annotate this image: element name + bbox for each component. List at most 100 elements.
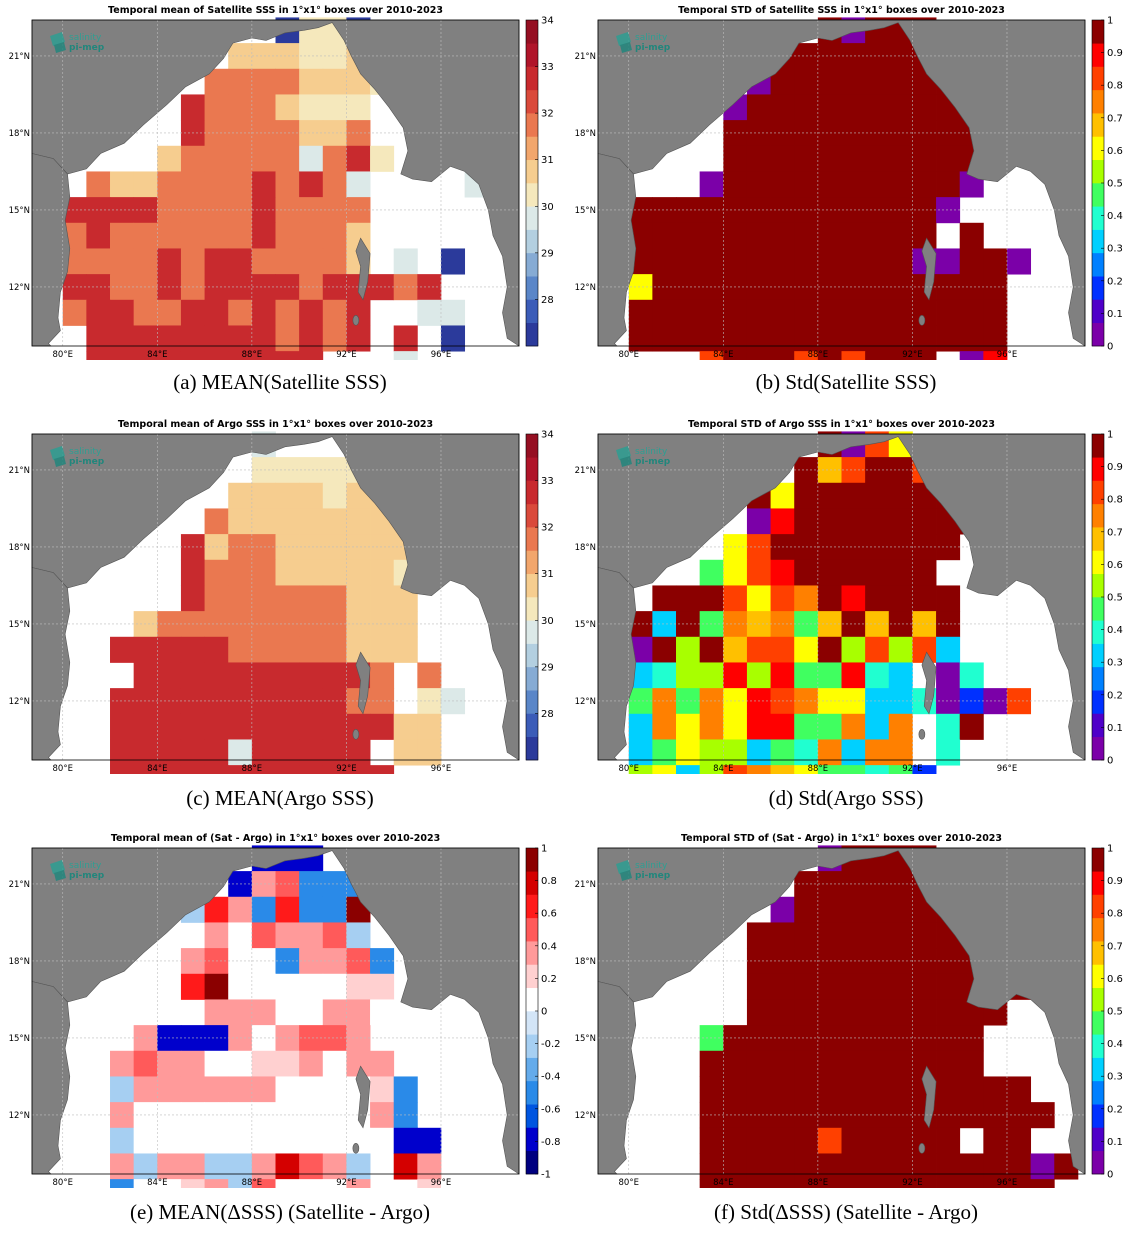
grid-cell <box>888 1127 913 1154</box>
grid-cell <box>86 299 111 326</box>
grid-cell <box>133 222 158 249</box>
grid-cell <box>888 120 913 147</box>
grid-cell <box>157 351 182 360</box>
grid-cell <box>794 585 819 612</box>
gridlines <box>32 848 519 1174</box>
grid-cell <box>86 197 111 224</box>
grid-cell <box>959 1179 984 1188</box>
grid-cell <box>936 325 961 352</box>
grid-cell <box>841 585 866 612</box>
colorbar-tick-label: 0.5 <box>1107 179 1123 190</box>
grid-cell <box>133 299 158 326</box>
grid-cell <box>699 765 724 774</box>
grid-cell <box>817 585 842 612</box>
grid-cell <box>204 999 229 1026</box>
chart-title: Temporal mean of Satellite SSS in 1°x1° … <box>108 5 443 16</box>
grid-cell <box>888 351 913 360</box>
grid-cell <box>370 559 395 586</box>
grid-cell <box>180 1153 205 1180</box>
grid-cell <box>794 325 819 352</box>
grid-cell <box>888 248 913 275</box>
svg-text:pi-mep: pi-mep <box>635 457 671 467</box>
grid-cell <box>346 1179 371 1188</box>
grid-cell <box>817 534 842 561</box>
grid-cell <box>204 559 229 586</box>
colorbar-tick-label: 29 <box>541 662 554 673</box>
grid-cell <box>888 43 913 70</box>
grid-cell <box>865 325 890 352</box>
grid-cell <box>676 197 701 224</box>
grid-cell <box>299 713 324 740</box>
lat-tick-label: 15°N <box>575 206 596 216</box>
grid-cell <box>322 662 347 689</box>
grid-cell <box>983 248 1008 275</box>
grid-cell <box>888 171 913 198</box>
grid-cell <box>204 171 229 198</box>
colorbar-tick-label: 28 <box>541 709 554 720</box>
colorbar-tick-label: 0.4 <box>1107 211 1123 222</box>
grid-cell <box>865 739 890 766</box>
grid-cell <box>888 688 913 715</box>
grid-cell <box>841 662 866 689</box>
grid-cell <box>723 1127 748 1154</box>
colorbar-tick-label: 0 <box>541 1007 547 1018</box>
grid-cell <box>299 248 324 275</box>
grid-cell <box>370 534 395 561</box>
grid-cell <box>699 325 724 352</box>
gridlines <box>598 848 1085 1174</box>
grid-cell <box>322 534 347 561</box>
grid-cell <box>865 922 890 949</box>
grid-cell <box>936 585 961 612</box>
grid-cell <box>204 508 229 535</box>
grid-cell <box>865 1179 890 1188</box>
grid-cell <box>746 248 771 275</box>
colorbar-tick-label: 33 <box>541 62 554 73</box>
grid-cell <box>652 325 677 352</box>
grid-cell <box>157 1179 182 1188</box>
island-little-andaman <box>352 729 360 740</box>
grid-cell <box>251 871 276 898</box>
grid-cell <box>817 1127 842 1154</box>
land-mass-north <box>597 433 1086 761</box>
grid-cell <box>794 896 819 923</box>
grid-cell <box>817 508 842 535</box>
grid-cell <box>346 145 371 172</box>
grid-cell <box>299 765 324 774</box>
grid-cell <box>841 325 866 352</box>
grid-cell <box>723 351 748 360</box>
map-chart-c: Temporal mean of Argo SSS in 1°x1° boxes… <box>9 419 554 774</box>
grid-cell <box>676 585 701 612</box>
grid-cell <box>251 482 276 509</box>
land-mass-india <box>31 567 71 761</box>
grid-cell <box>251 999 276 1026</box>
grid-cell <box>228 351 253 360</box>
grid-cell <box>322 1127 347 1154</box>
grid-cell <box>817 120 842 147</box>
grid-cell <box>275 871 300 898</box>
grid-cell <box>959 351 984 360</box>
grid-cell <box>275 197 300 224</box>
grid-cell <box>794 1050 819 1077</box>
grid-cell <box>699 559 724 586</box>
grid-cell <box>841 871 866 898</box>
grid-cell <box>251 896 276 923</box>
grid-cell <box>228 248 253 275</box>
grid-cell <box>133 325 158 352</box>
lat-tick-label: 18°N <box>575 543 596 553</box>
colorbar-tick-label: 34 <box>541 16 554 27</box>
grid-cell <box>794 973 819 1000</box>
grid-cell <box>322 68 347 95</box>
map-frame <box>31 847 520 1175</box>
grid-cell <box>440 248 466 275</box>
grid-cell <box>228 94 253 121</box>
grid-cell <box>228 1127 253 1154</box>
grid-cell <box>110 1076 135 1103</box>
grid-cell <box>299 1050 324 1077</box>
grid-cell <box>251 1025 276 1052</box>
grid-cell <box>676 248 701 275</box>
grid-cell <box>888 482 913 509</box>
colorbar-tick-label: 0.8 <box>541 876 557 887</box>
caption-a: (a) MEAN(Satellite SSS) <box>173 370 387 394</box>
map-frame <box>597 847 1086 1175</box>
grid-cell <box>228 896 253 923</box>
